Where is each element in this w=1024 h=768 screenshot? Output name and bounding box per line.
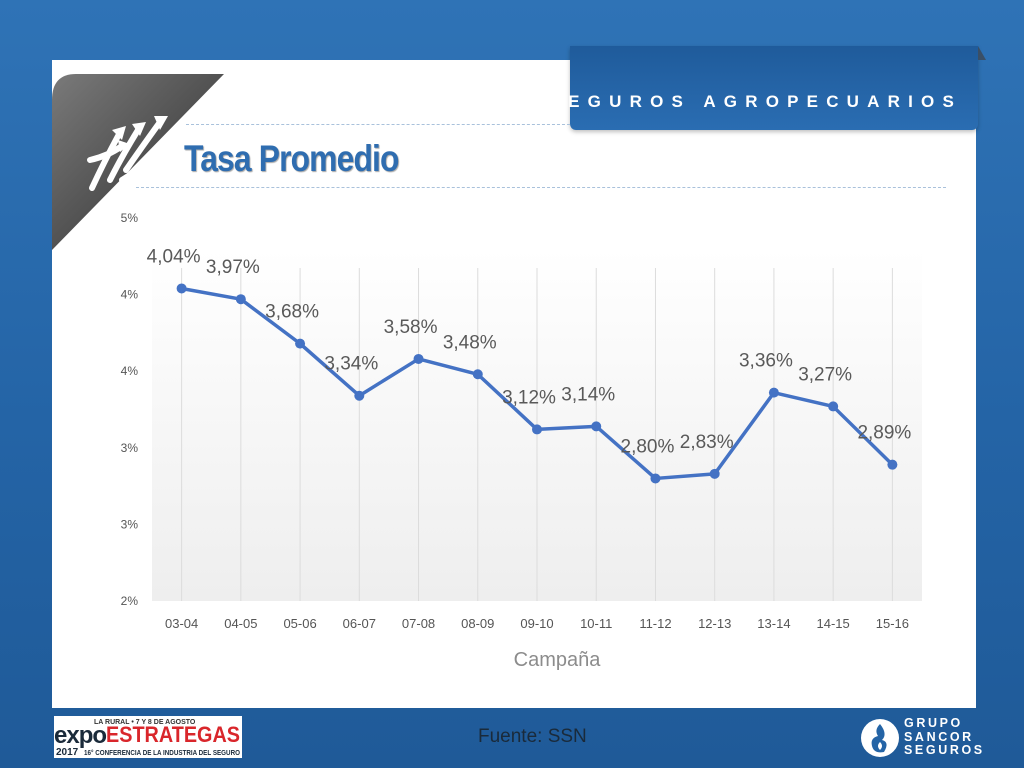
data-label-04-05: 3,97% xyxy=(206,257,260,278)
x-tick-label: 09-10 xyxy=(520,616,553,631)
y-tick-label: 5% xyxy=(121,211,139,225)
data-label-14-15: 3,27% xyxy=(798,364,852,385)
data-label-10-11: 3,14% xyxy=(561,384,615,405)
expo-logo-year: 2017 xyxy=(56,747,79,758)
data-point-10-11 xyxy=(591,421,602,432)
expo-logo-top-line: LA RURAL • 7 Y 8 DE AGOSTO xyxy=(94,719,196,726)
x-tick-label: 08-09 xyxy=(461,616,494,631)
x-axis-title: Campaña xyxy=(514,649,602,671)
header-banner: SEGUROS AGROPECUARIOS xyxy=(549,46,978,130)
data-point-15-16 xyxy=(887,459,898,470)
data-label-12-13: 2,83% xyxy=(680,432,734,453)
data-point-14-15 xyxy=(828,401,839,412)
x-tick-label: 05-06 xyxy=(283,616,316,631)
data-point-12-13 xyxy=(709,468,720,479)
sancor-line-2: SANCOR xyxy=(904,729,974,744)
y-tick-label: 4% xyxy=(121,288,139,302)
data-point-06-07 xyxy=(354,390,365,401)
title-divider xyxy=(136,187,946,188)
expo-logo-word1: expo xyxy=(54,722,106,749)
data-point-04-05 xyxy=(235,294,246,305)
x-tick-label: 11-12 xyxy=(639,616,671,631)
data-label-08-09: 3,48% xyxy=(443,332,497,353)
x-tick-label: 06-07 xyxy=(343,616,376,631)
y-tick-label: 4% xyxy=(121,364,139,378)
data-label-13-14: 3,36% xyxy=(739,351,793,372)
line-chart: 2% 3% 3% 4% 4% 5% 03-04 04-05 05-06 06-07 07-08 08-… xyxy=(121,211,922,671)
expo-logo-subtitle: 16° CONFERENCIA DE LA INDUSTRIA DEL SEGU… xyxy=(84,748,240,757)
data-point-05-06 xyxy=(295,338,306,349)
data-point-07-08 xyxy=(413,353,424,364)
data-label-03-04: 4,04% xyxy=(147,246,201,267)
y-tick-label: 3% xyxy=(121,441,139,455)
data-point-13-14 xyxy=(768,387,779,398)
x-tick-label: 15-16 xyxy=(876,616,909,631)
sancor-line-1: GRUPO xyxy=(904,716,963,730)
x-tick-label: 14-15 xyxy=(817,616,850,631)
data-label-05-06: 3,68% xyxy=(265,302,319,323)
x-tick-label: 07-08 xyxy=(402,616,435,631)
data-point-09-10 xyxy=(532,424,542,435)
corner-badge xyxy=(52,74,224,250)
banner-corner-fold xyxy=(978,46,986,60)
sancor-flame-icon xyxy=(861,719,899,757)
data-label-11-12: 2,80% xyxy=(621,436,675,457)
expo-logo-word2: ESTRATEGAS xyxy=(106,722,240,747)
x-tick-label: 04-05 xyxy=(224,616,257,631)
data-label-09-10: 3,12% xyxy=(502,387,556,408)
x-tick-label: 13-14 xyxy=(757,616,790,631)
data-point-11-12 xyxy=(650,473,661,484)
grupo-sancor-logo: GRUPO SANCOR SEGUROS xyxy=(860,716,984,760)
data-point-03-04 xyxy=(176,283,187,294)
x-tick-label: 03-04 xyxy=(165,616,198,631)
y-tick-label: 3% xyxy=(121,517,139,531)
x-tick-label: 12-13 xyxy=(698,616,731,631)
data-point-08-09 xyxy=(472,369,483,380)
banner-text: SEGUROS AGROPECUARIOS xyxy=(548,92,962,111)
x-tick-label: 10-11 xyxy=(580,616,612,631)
data-label-15-16: 2,89% xyxy=(857,423,911,444)
top-divider xyxy=(186,124,570,125)
sancor-line-3: SEGUROS xyxy=(904,743,985,757)
expo-estrategas-logo: LA RURAL • 7 Y 8 DE AGOSTO expo ESTRATEG… xyxy=(54,716,242,758)
data-label-06-07: 3,34% xyxy=(324,354,378,375)
source-note: Fuente: SSN xyxy=(478,726,587,747)
page-title: Tasa Promedio xyxy=(184,138,399,179)
y-tick-label: 2% xyxy=(121,594,139,608)
data-label-07-08: 3,58% xyxy=(384,317,438,338)
